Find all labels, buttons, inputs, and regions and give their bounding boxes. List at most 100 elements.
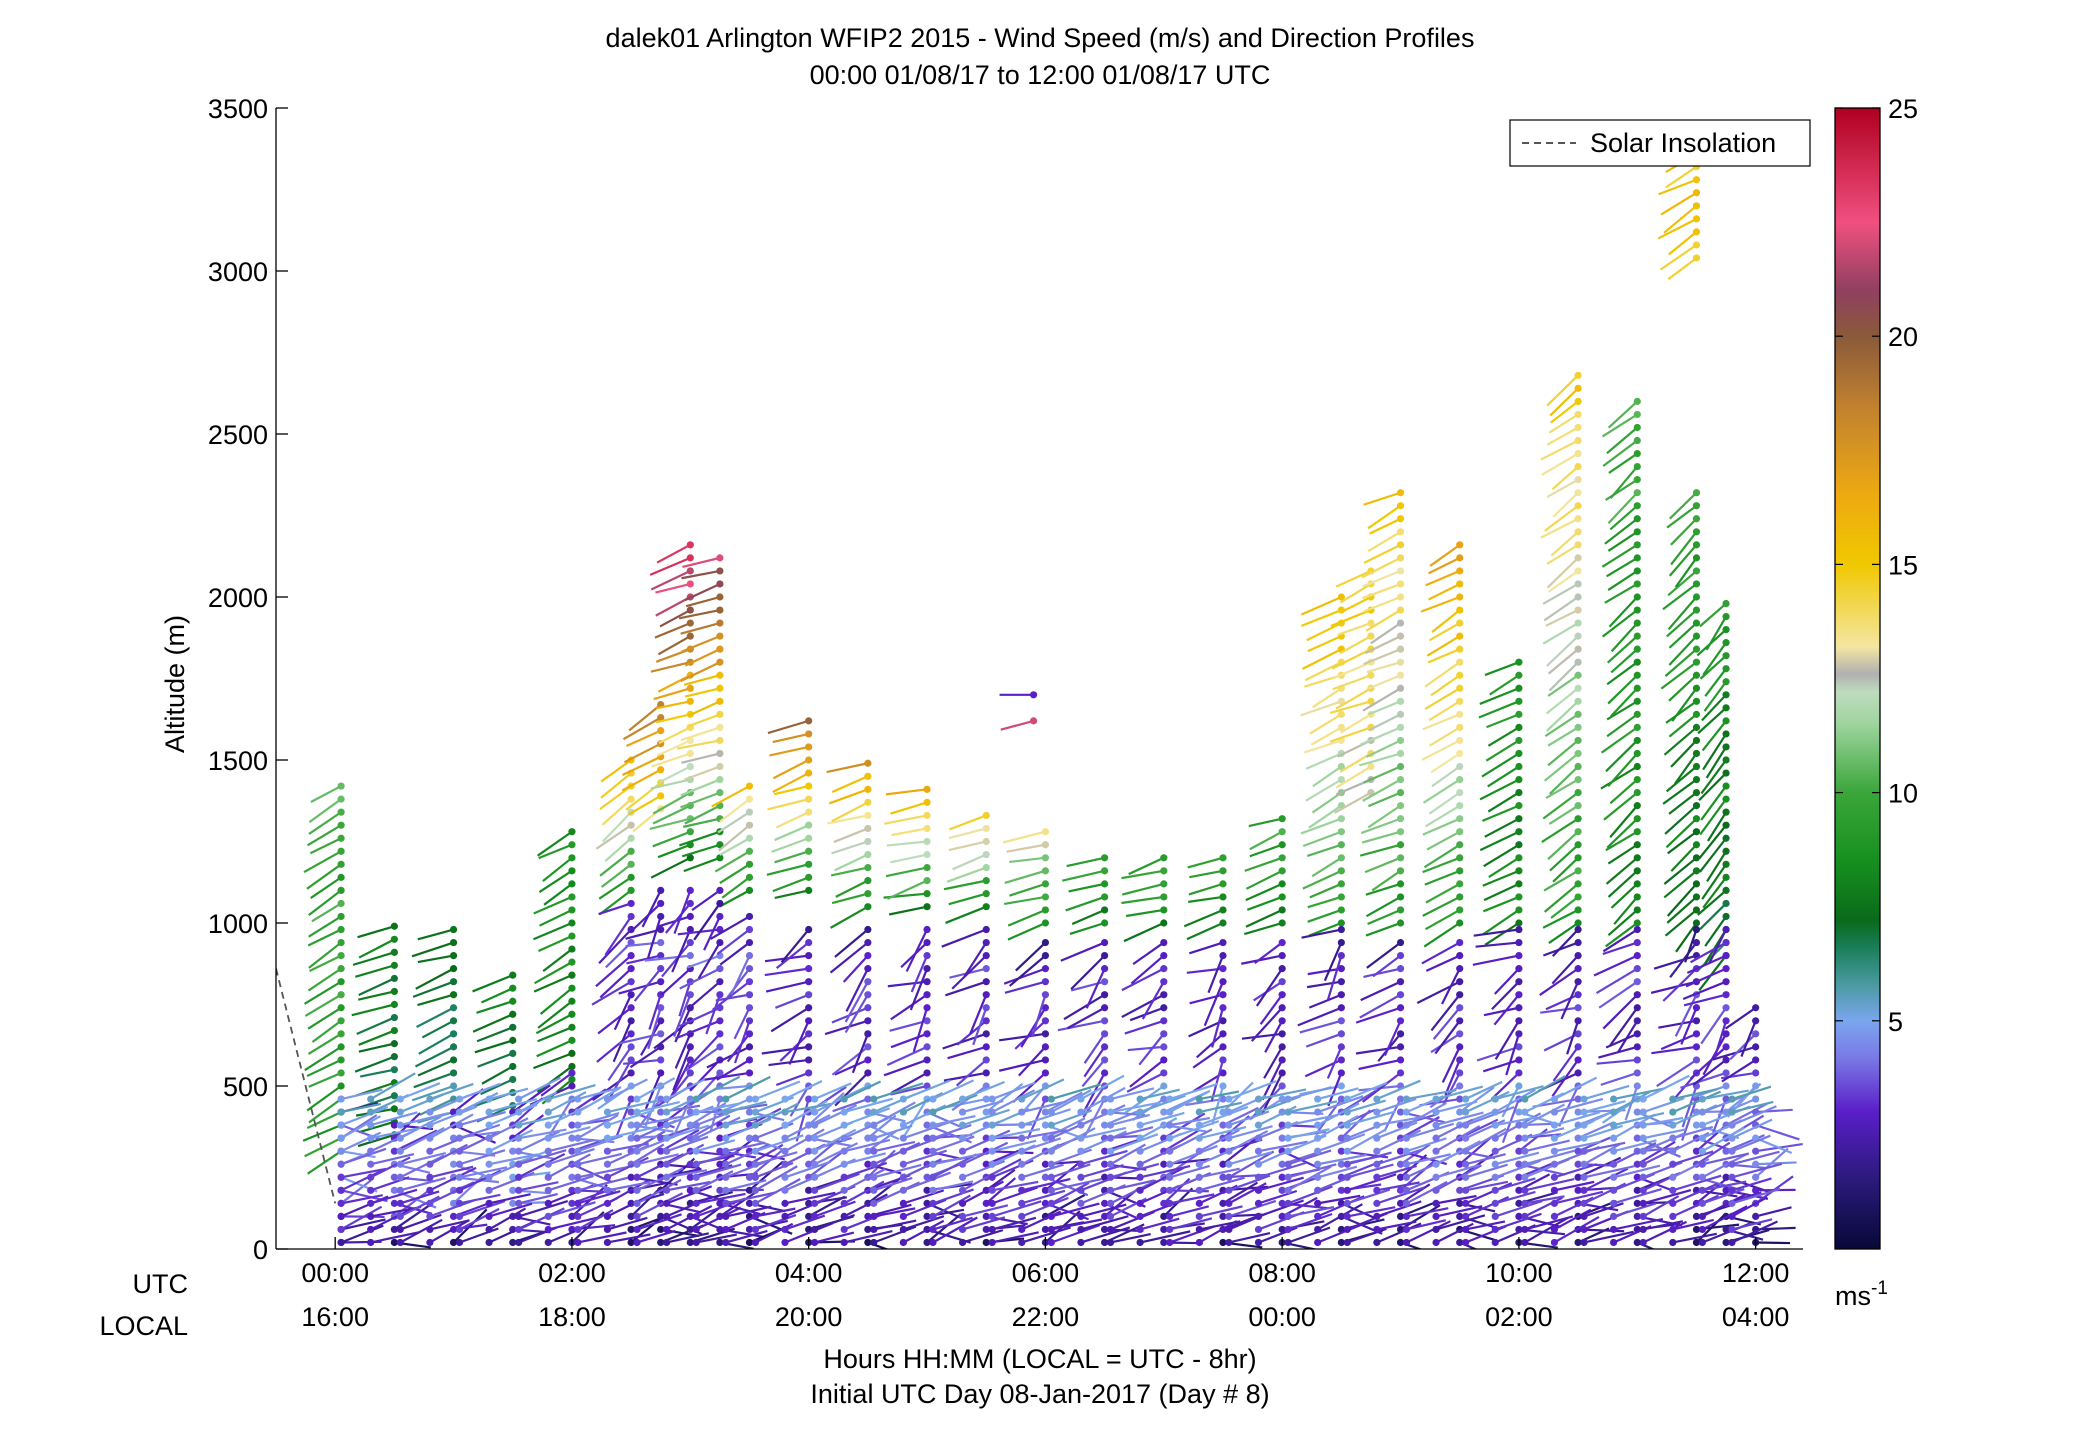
wind-barb-dot — [923, 864, 930, 871]
wind-barb-dot — [1722, 613, 1729, 620]
wind-barb-dot — [338, 965, 345, 972]
wind-barb-dot — [1196, 1161, 1203, 1168]
wind-barb-dot — [1752, 1004, 1759, 1011]
wind-barb-dot — [1722, 991, 1729, 998]
wind-barb-dot — [1752, 1017, 1759, 1024]
wind-barb-dot — [1432, 1213, 1439, 1220]
wind-barb-dot — [722, 1095, 729, 1102]
wind-barb-dot — [545, 1108, 552, 1115]
wind-barb-dot — [716, 567, 723, 574]
wind-barb-dot — [1640, 1135, 1647, 1142]
wind-barb-dot — [1107, 1135, 1114, 1142]
wind-barb-dot — [1403, 1148, 1410, 1155]
wind-barb-dot — [1640, 1122, 1647, 1129]
wind-barb-dot — [983, 903, 990, 910]
wind-barb-dot — [1728, 1135, 1735, 1142]
wind-barb-dot — [1574, 789, 1581, 796]
wind-barb-dot — [1397, 1056, 1404, 1063]
wind-barb-dot — [1693, 737, 1700, 744]
wind-barb-dot — [338, 796, 345, 803]
wind-barb-dot — [1634, 398, 1641, 405]
wind-barb-dot — [1752, 1148, 1759, 1155]
wind-barb-dot — [1367, 763, 1374, 770]
wind-barb-dot — [1456, 952, 1463, 959]
wind-barb-dot — [1699, 1200, 1706, 1207]
x-axis-label-secondary: Initial UTC Day 08-Jan-2017 (Day # 8) — [810, 1379, 1269, 1409]
wind-barb-dot — [1693, 789, 1700, 796]
wind-barb-dot — [426, 1095, 433, 1102]
wind-barb-dot — [716, 606, 723, 613]
wind-barb-dot — [1634, 991, 1641, 998]
wind-barb-dot — [1284, 1174, 1291, 1181]
wind-barb-dot — [509, 1063, 516, 1070]
wind-barb-dot — [1107, 1108, 1114, 1115]
wind-barb-dot — [1580, 1200, 1587, 1207]
wind-barb-dot — [1693, 802, 1700, 809]
wind-barb-dot — [568, 867, 575, 874]
wind-barb-dot — [397, 1187, 404, 1194]
wind-barb-dot — [1551, 1135, 1558, 1142]
wind-barb-dot — [1456, 633, 1463, 640]
wind-barb-dot — [1403, 1226, 1410, 1233]
wind-barb-dot — [628, 822, 635, 829]
wind-barb-dot — [929, 1239, 936, 1246]
wind-barb-dot — [628, 952, 635, 959]
wind-barb-dot — [1640, 1108, 1647, 1115]
wind-barb-dot — [1693, 528, 1700, 535]
wind-barb-dot — [805, 939, 812, 946]
wind-barb-dot — [456, 1161, 463, 1168]
wind-barb-dot — [1255, 1148, 1262, 1155]
wind-barb-dot — [1344, 1200, 1351, 1207]
wind-barb-dot — [515, 1187, 522, 1194]
wind-barb-dot — [485, 1174, 492, 1181]
wind-barb-dot — [545, 1213, 552, 1220]
wind-barb-dot — [805, 796, 812, 803]
wind-barb-dot — [1166, 1108, 1173, 1115]
wind-barb-dot — [1492, 1148, 1499, 1155]
wind-barb-dot — [1225, 1187, 1232, 1194]
wind-barb-dot — [1492, 1187, 1499, 1194]
wind-barb-dot — [1669, 1161, 1676, 1168]
wind-barb-dot — [1101, 978, 1108, 985]
wind-barb-dot — [805, 965, 812, 972]
wind-barb-dot — [983, 991, 990, 998]
wind-barb-dot — [900, 1122, 907, 1129]
wind-barb-dot — [687, 1043, 694, 1050]
wind-barb-dot — [1160, 1069, 1167, 1076]
wind-barb-dot — [781, 1174, 788, 1181]
wind-barb-dot — [1279, 841, 1286, 848]
wind-barb-dot — [716, 646, 723, 653]
wind-barb-dot — [1225, 1213, 1232, 1220]
wind-barb-dot — [628, 796, 635, 803]
wind-barb-dot — [1515, 737, 1522, 744]
wind-barb-dot — [1574, 646, 1581, 653]
wind-barb-dot — [663, 1239, 670, 1246]
wind-barb-dot — [1219, 893, 1226, 900]
wind-barb-dot — [1255, 1095, 1262, 1102]
wind-barb-dot — [1042, 1056, 1049, 1063]
wind-barb-dot — [338, 874, 345, 881]
wind-barb-dot — [456, 1187, 463, 1194]
wind-barb-dot — [1634, 737, 1641, 744]
wind-barb-dot — [426, 1161, 433, 1168]
wind-barb-dot — [1634, 1082, 1641, 1089]
wind-barb-dot — [1728, 1108, 1735, 1115]
wind-barb-dot — [781, 1108, 788, 1115]
wind-barb-dot — [923, 1004, 930, 1011]
wind-barb-dot — [1699, 1122, 1706, 1129]
wind-barb-dot — [663, 1108, 670, 1115]
wind-barb-dot — [900, 1239, 907, 1246]
wind-barb-dot — [841, 1239, 848, 1246]
wind-barb-dot — [1314, 1095, 1321, 1102]
wind-barb-dot — [338, 952, 345, 959]
wind-barb-dot — [923, 903, 930, 910]
wind-barb-dot — [426, 1135, 433, 1142]
wind-barb-dot — [456, 1226, 463, 1233]
x-tick-label-local: 04:00 — [1722, 1302, 1790, 1332]
wind-barb-dot — [811, 1200, 818, 1207]
wind-barb-dot — [687, 900, 694, 907]
wind-barb-dot — [929, 1226, 936, 1233]
wind-barb-dot — [1279, 991, 1286, 998]
wind-barb-dot — [1634, 685, 1641, 692]
wind-barb-dot — [515, 1200, 522, 1207]
